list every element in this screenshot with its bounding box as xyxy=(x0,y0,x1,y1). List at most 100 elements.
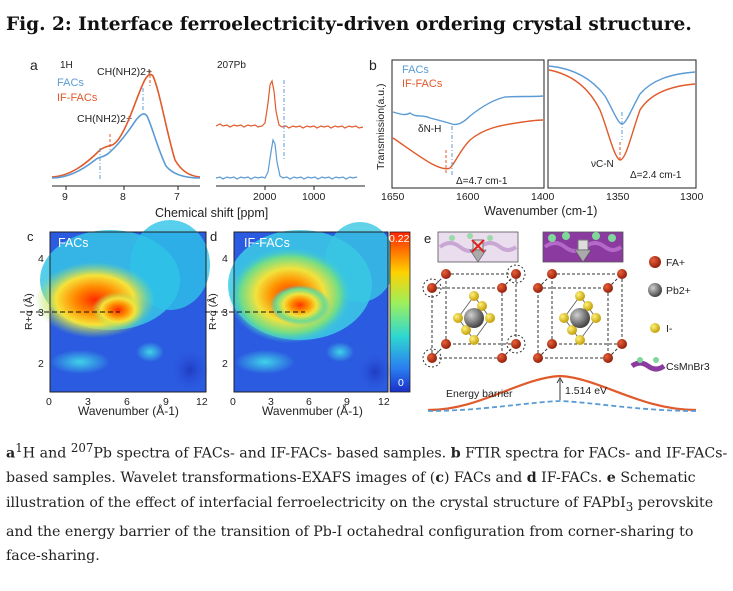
panel-c: c FACs 4 3 2 R+α (Å) 0 3 6 9 12 Wavenumb… xyxy=(20,220,210,418)
wt-d-xtick-9: 9 xyxy=(344,396,350,408)
nmr-pb-iffacs-curve xyxy=(215,79,364,129)
ftir-legend-facs: FACs xyxy=(402,64,429,76)
ftir-xtick-1600: 1600 xyxy=(456,191,480,203)
legend-csmnbr3-swatch xyxy=(630,360,666,372)
caption-b-text: FTIR spectra for FACs- and IF-FACs-based… xyxy=(6,445,728,487)
legend-i-swatch xyxy=(650,323,660,333)
interface-right xyxy=(542,231,624,263)
ftir-left-annotation: δN-H xyxy=(418,124,441,135)
ftir-left-delta: Δ=4.7 cm-1 xyxy=(456,176,508,187)
caption-c-text: ) FACs and xyxy=(443,470,527,487)
legend-fa-swatch xyxy=(649,256,661,268)
wt-d-ytick-2: 2 xyxy=(222,358,228,370)
wt-c-xtick-6: 6 xyxy=(124,396,130,408)
ftir-xtick-1300: 1300 xyxy=(680,191,704,203)
nmr-pb-xtick-2000: 2000 xyxy=(253,191,277,203)
nmr-h-xtick-7: 7 xyxy=(174,191,180,203)
ftir-right-frame xyxy=(547,59,697,189)
ftir-right-delta: Δ=2.4 cm-1 xyxy=(630,170,682,181)
wt-c-title: FACs xyxy=(58,236,89,250)
caption-b-label: b xyxy=(450,445,461,462)
wt-c-xtick-0: 0 xyxy=(46,396,52,408)
wt-d-title: IF-FACs xyxy=(244,236,290,250)
wt-d-ytick-3: 3 xyxy=(222,307,228,319)
panel-a-label: a xyxy=(30,57,38,73)
legend-csmnbr3-label: CsMnBr3 xyxy=(666,361,710,373)
ftir-xtick-1400: 1400 xyxy=(531,191,555,203)
energy-barrier-curve xyxy=(427,374,697,412)
energy-barrier: Energy barrier 1.514 eV xyxy=(427,374,697,412)
wt-c-xtick-9: 9 xyxy=(163,396,169,408)
nmr-h-xtick-9: 9 xyxy=(62,191,68,203)
wt-c-xtick-12: 12 xyxy=(196,396,208,408)
panel-b-label: b xyxy=(369,57,377,73)
caption-e-label: e xyxy=(606,470,616,487)
nmr-h-peak-label-mid: CH(NH2)2+ xyxy=(77,113,132,125)
ftir-left-iffacs-curve xyxy=(392,119,544,170)
caption-e-text1: Schematic illustration of the effect of … xyxy=(6,470,696,512)
panel-c-label: c xyxy=(27,229,34,244)
caption-e-text2: perovskite and the energy barrier of the… xyxy=(6,495,714,565)
wt-d-xtick-12: 12 xyxy=(378,396,390,408)
ftir-xtick-1350: 1350 xyxy=(606,191,630,203)
wt-d-xtick-3: 3 xyxy=(268,396,274,408)
nmr-h-facs-curve xyxy=(51,113,201,179)
caption-e-sub: 3 xyxy=(625,499,634,514)
ftir-xtick-1650: 1650 xyxy=(381,191,405,203)
panel-a-xlabel: Chemical shift [ppm] xyxy=(155,206,268,220)
wt-d-xlabel: Wavenmuber (Å-1) xyxy=(262,403,363,418)
energy-barrier-value: 1.514 eV xyxy=(565,385,607,397)
nmr-h-nucleus-label: 1H xyxy=(60,60,73,71)
panel-d-label: d xyxy=(210,229,217,244)
nmr-h-legend-facs: FACs xyxy=(57,77,84,89)
wt-c-ytick-4: 4 xyxy=(38,253,44,265)
legend-i-label: I- xyxy=(666,323,673,335)
ftir-left-frame xyxy=(391,59,545,189)
wt-c-ytick-2: 2 xyxy=(38,358,44,370)
wt-d-colorbar-max: 0.22 xyxy=(389,233,410,245)
figure-graphic: a 1H FACs IF-FACs CH(NH2)2+ CH(NH2)2+ 9 … xyxy=(20,57,710,418)
panel-a: a 1H FACs IF-FACs CH(NH2)2+ CH(NH2)2+ 9 … xyxy=(30,57,365,220)
crystal-right xyxy=(533,269,627,363)
interface-left xyxy=(437,231,519,263)
legend-pb-label: Pb2+ xyxy=(666,285,691,297)
figure-title: Fig. 2: Interface ferroelectricity-drive… xyxy=(6,14,692,35)
caption-d-label: d xyxy=(526,470,537,487)
caption-a-text1: H and xyxy=(22,445,71,462)
wt-d-xtick-0: 0 xyxy=(230,396,236,408)
panel-d: d IF-FACs 0.22 0 4 3 2 R+α (Å) 0 3 6 9 1… xyxy=(205,222,411,418)
panel-b-ylabel: Transmission(a.u.) xyxy=(375,83,387,170)
figure-caption: a1H and 207Pb spectra of FACs- and IF-FA… xyxy=(6,436,728,569)
panel-b-xlabel: Wavenumber (cm-1) xyxy=(484,204,597,218)
wt-d-ylabel: R+α (Å) xyxy=(206,293,219,330)
caption-c-label: c xyxy=(435,470,444,487)
nmr-h-iffacs-curve xyxy=(51,73,201,178)
caption-a-sup1: 1 xyxy=(15,441,23,455)
energy-barrier-label: Energy barrier xyxy=(446,388,513,400)
wt-d-colorbar xyxy=(389,231,411,393)
legend-pb-swatch xyxy=(648,283,662,297)
wt-c-ylabel: R+α (Å) xyxy=(22,293,35,330)
nmr-pb-nucleus-label: 207Pb xyxy=(217,60,246,71)
ftir-left-facs-curve xyxy=(392,95,544,126)
wt-d-xtick-6: 6 xyxy=(306,396,312,408)
caption-d-text: IF-FACs. xyxy=(536,470,607,487)
caption-a-text2: Pb spectra of FACs- and IF-FACs- based s… xyxy=(93,445,451,462)
wt-c-xlabel: Wavenumber (Å-1) xyxy=(78,403,179,418)
legend-fa-label: FA+ xyxy=(666,257,685,269)
ftir-right-annotation: νC-N xyxy=(591,159,614,170)
nmr-pb-facs-curve xyxy=(215,138,358,180)
wt-c-xtick-3: 3 xyxy=(85,396,91,408)
energy-barrier-curve-lowered xyxy=(427,400,697,412)
panel-e-label: e xyxy=(424,231,431,246)
wt-d-colorbar-min: 0 xyxy=(398,377,404,389)
nmr-h-peak-label-top: CH(NH2)2+ xyxy=(97,66,152,78)
wt-d-ytick-4: 4 xyxy=(222,253,228,265)
panel-e-legend: FA+ Pb2+ I- CsMnBr3 xyxy=(630,256,710,373)
nmr-h-legend-iffacs: IF-FACs xyxy=(57,92,98,104)
panel-b: b Transmission(a.u.) FACs IF-FACs δN-H Δ… xyxy=(369,57,704,218)
wt-c-ytick-3: 3 xyxy=(38,307,44,319)
panel-e: e xyxy=(422,231,710,412)
nmr-pb-xtick-1000: 1000 xyxy=(302,191,326,203)
caption-a-sup2: 207 xyxy=(70,441,94,455)
